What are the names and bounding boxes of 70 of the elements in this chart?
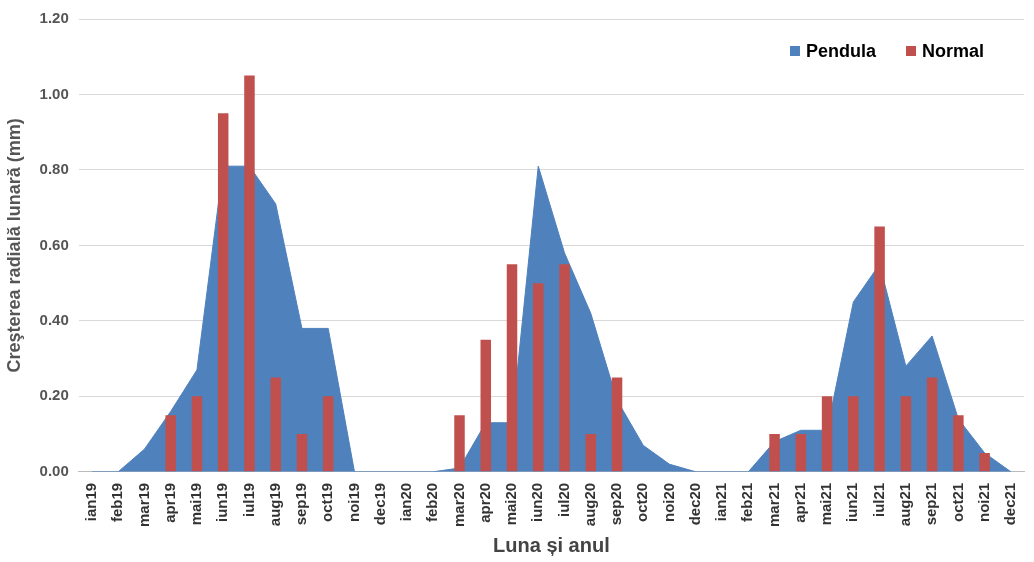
x-tick-label: mai19 (187, 482, 205, 526)
legend-label: Normal (921, 40, 984, 61)
y-tick-label: 1.20 (39, 9, 69, 27)
bar (900, 396, 912, 472)
x-tick-label: iun21 (843, 482, 861, 522)
bar (270, 377, 281, 472)
x-tick-label: ian20 (397, 482, 415, 522)
y-tick-label: 0.00 (39, 461, 69, 479)
x-tick-label: iun20 (528, 482, 546, 522)
x-tick-label: mar20 (449, 482, 467, 527)
x-tick-label: iul21 (869, 482, 887, 517)
x-tick-label: iul19 (239, 482, 257, 517)
x-tick-label: apr19 (160, 482, 178, 523)
bar (244, 75, 255, 472)
y-tick-label: 0.40 (39, 311, 69, 329)
bar (821, 396, 833, 472)
bar (585, 434, 597, 472)
y-tick-label: 0.20 (39, 386, 69, 404)
x-tick-label: oct20 (633, 482, 651, 522)
bar (322, 396, 334, 472)
x-tick-label: sep20 (607, 482, 625, 526)
x-tick-label: mar21 (764, 482, 782, 527)
bar (217, 113, 229, 472)
bar (191, 396, 203, 472)
bar (795, 434, 807, 472)
x-tick-label: mar19 (134, 482, 152, 527)
x-tick-label: ian19 (82, 482, 100, 522)
x-tick-label: oct19 (318, 482, 336, 522)
x-tick-label: mai20 (502, 482, 520, 526)
bar (769, 434, 780, 472)
bar (296, 434, 308, 472)
bar (953, 415, 964, 472)
x-tick-label: noi21 (974, 482, 992, 522)
x-tick-label: aug19 (265, 482, 283, 527)
bar (611, 377, 623, 472)
bar (454, 415, 465, 472)
bar (559, 264, 570, 472)
x-tick-label: noi19 (344, 482, 362, 522)
x-tick-label: feb21 (738, 482, 756, 522)
bar (165, 415, 176, 472)
bar (979, 452, 990, 472)
bar (874, 226, 885, 472)
bar (506, 264, 518, 472)
x-tick-label: dec20 (685, 482, 703, 526)
legend-label: Pendula (805, 40, 877, 61)
x-tick-label: aug20 (580, 482, 598, 527)
x-tick-label: apr20 (475, 482, 493, 523)
y-tick-label: 0.80 (39, 160, 69, 178)
x-tick-label: ian21 (712, 482, 730, 522)
x-tick-label: sep21 (922, 482, 940, 526)
y-axis-title: Creşterea radială lunară (mm) (3, 118, 24, 373)
y-tick-label: 0.60 (39, 235, 69, 253)
x-tick-label: iun19 (213, 482, 231, 522)
x-tick-label: mai21 (817, 482, 835, 526)
bar (848, 396, 859, 472)
x-tick-label: feb19 (108, 482, 126, 522)
y-tick-label: 1.00 (39, 84, 69, 102)
x-tick-label: dec21 (1001, 482, 1019, 526)
x-tick-label: aug21 (895, 482, 913, 527)
x-tick-label: sep19 (292, 482, 310, 526)
x-tick-label: apr21 (790, 482, 808, 523)
x-axis-title: Luna și anul (493, 533, 610, 556)
x-tick-label: iul20 (554, 482, 572, 517)
bar (533, 283, 544, 472)
x-tick-label: oct21 (948, 482, 966, 522)
x-tick-label: feb20 (423, 482, 441, 522)
bar (926, 377, 938, 472)
bar (480, 339, 492, 472)
x-tick-label: dec19 (370, 482, 388, 526)
x-tick-label: noi20 (659, 482, 677, 522)
